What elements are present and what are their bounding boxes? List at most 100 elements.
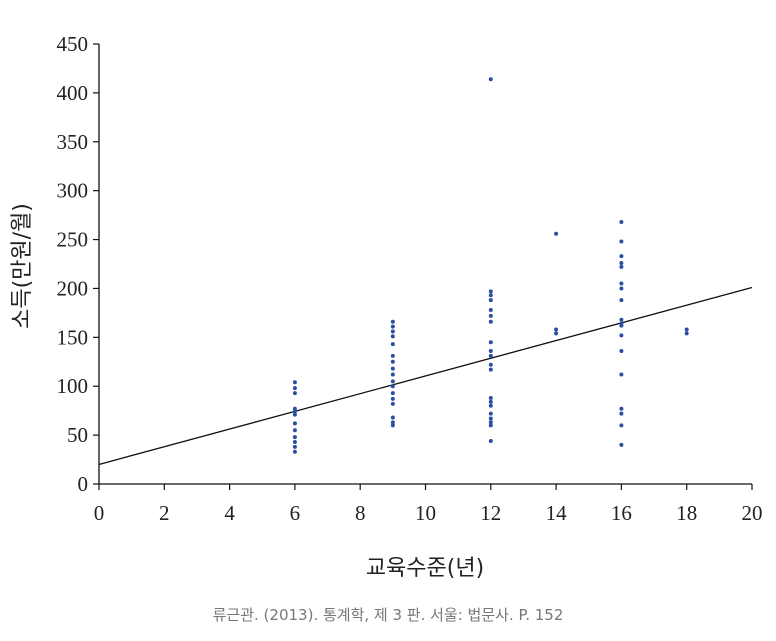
data-point [488, 399, 493, 404]
x-tick-label: 14 [546, 501, 568, 525]
x-tick-label: 0 [94, 501, 105, 525]
x-tick-label: 10 [415, 501, 436, 525]
data-point [390, 420, 395, 425]
y-tick-label: 50 [67, 423, 88, 447]
data-point [390, 372, 395, 377]
data-point [488, 395, 493, 400]
data-point [619, 261, 624, 266]
data-point [488, 298, 493, 303]
x-axis-title: 교육수준(년) [366, 556, 484, 581]
data-point [390, 319, 395, 324]
y-axis-title: 소득(만원/월) [10, 203, 35, 329]
data-point [390, 329, 395, 334]
data-point [390, 396, 395, 401]
data-point [488, 313, 493, 318]
x-tick-label: 8 [355, 501, 366, 525]
data-point [619, 317, 624, 322]
x-tick-label: 2 [159, 501, 170, 525]
data-point [619, 281, 624, 286]
data-point [390, 342, 395, 347]
data-point [390, 384, 395, 389]
x-tick-label: 4 [224, 501, 235, 525]
data-point [619, 219, 624, 224]
data-point [292, 386, 297, 391]
regression-line [98, 286, 753, 466]
data-point [488, 416, 493, 421]
x-tick-label: 12 [480, 501, 501, 525]
y-tick-label: 450 [57, 32, 89, 56]
data-point [619, 333, 624, 338]
data-point [684, 331, 689, 336]
data-point [390, 379, 395, 384]
y-tick-label: 350 [57, 130, 89, 154]
data-point [619, 349, 624, 354]
data-point [390, 401, 395, 406]
data-point [390, 324, 395, 329]
data-point [488, 353, 493, 358]
source-caption: 류근관. (2013). 통계학, 제 3 판. 서울: 법문사. P. 152 [212, 606, 564, 624]
y-tick-label: 250 [57, 228, 89, 252]
data-point [488, 438, 493, 443]
data-point [488, 340, 493, 345]
data-point [619, 372, 624, 377]
x-tick-label: 18 [676, 501, 697, 525]
data-point [292, 409, 297, 414]
data-point [554, 231, 559, 236]
data-point [488, 289, 493, 294]
data-point [619, 406, 624, 411]
data-point [619, 411, 624, 416]
y-tick-label: 400 [57, 81, 89, 105]
y-tick-label: 200 [57, 276, 89, 300]
y-tick-label: 100 [57, 374, 89, 398]
data-point [488, 403, 493, 408]
x-tick-label: 20 [742, 501, 763, 525]
data-point [488, 293, 493, 298]
data-point [619, 286, 624, 291]
data-point [488, 423, 493, 428]
data-point [619, 264, 624, 269]
x-tick-label: 6 [290, 501, 301, 525]
data-point [390, 353, 395, 358]
data-point [292, 391, 297, 396]
data-point [488, 367, 493, 372]
data-point [390, 366, 395, 371]
data-point [292, 406, 297, 411]
data-point [292, 435, 297, 440]
data-point [488, 77, 493, 82]
data-point [619, 298, 624, 303]
data-point [390, 423, 395, 428]
x-tick-label: 16 [611, 501, 632, 525]
y-tick-label: 0 [78, 472, 89, 496]
data-point [488, 411, 493, 416]
data-point [488, 307, 493, 312]
data-point [619, 323, 624, 328]
data-point [619, 423, 624, 428]
data-point [390, 334, 395, 339]
data-point [390, 415, 395, 420]
data-point [292, 421, 297, 426]
data-point [488, 362, 493, 367]
x-ticks: 0 2 4 6 8 10 12 14 16 18 20 [94, 484, 763, 525]
data-point [619, 254, 624, 259]
data-point [554, 327, 559, 332]
data-point [292, 428, 297, 433]
data-point [292, 380, 297, 385]
data-point [292, 444, 297, 449]
data-point [488, 349, 493, 354]
data-point [619, 442, 624, 447]
data-points [292, 77, 689, 454]
data-point [292, 449, 297, 454]
data-point [554, 331, 559, 336]
y-tick-label: 300 [57, 179, 89, 203]
data-point [488, 420, 493, 425]
data-point [684, 327, 689, 332]
data-point [292, 439, 297, 444]
axes [98, 44, 752, 485]
data-point [292, 412, 297, 417]
data-point [390, 391, 395, 396]
data-point [619, 239, 624, 244]
data-point [488, 319, 493, 324]
y-ticks: 0 50 100 150 200 250 300 350 400 450 [57, 32, 99, 496]
data-point [390, 359, 395, 364]
